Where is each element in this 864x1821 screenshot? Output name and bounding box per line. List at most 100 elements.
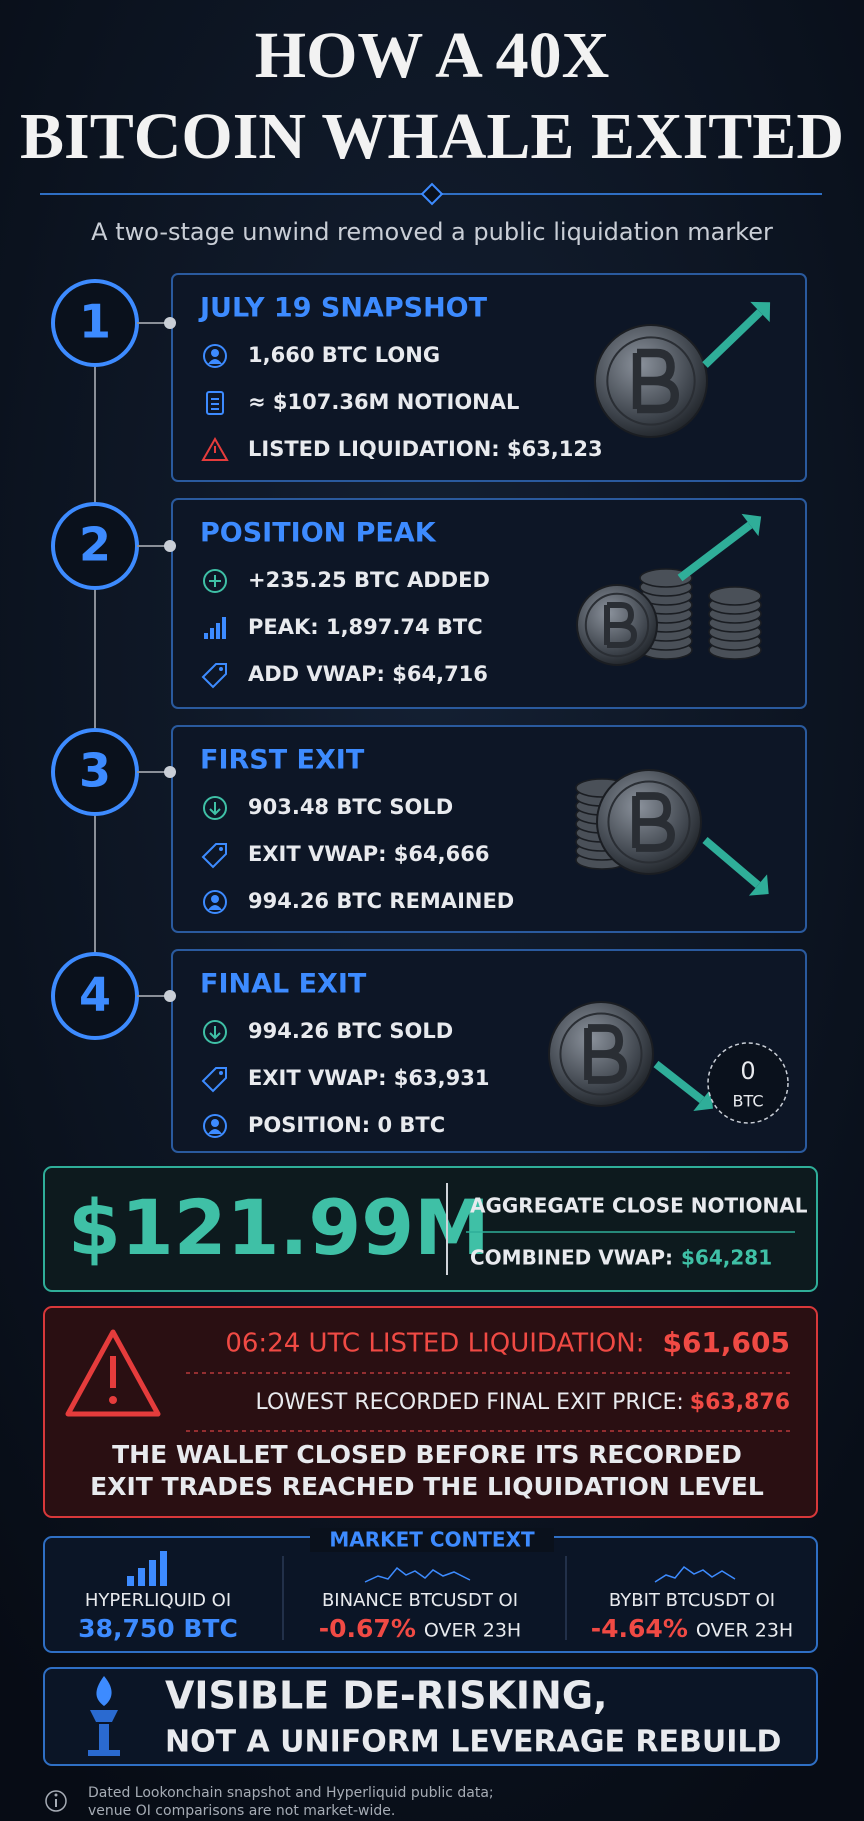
- step-number: 3: [79, 744, 111, 798]
- market-title-bg: [310, 1528, 554, 1552]
- market-suffix: OVER 23H: [424, 1620, 521, 1642]
- coin: [607, 780, 691, 864]
- coin-symbol: [604, 602, 638, 648]
- warning-icon: [109, 1396, 117, 1404]
- step-item: 994.26 BTC SOLD: [248, 1019, 453, 1043]
- summary-box: [43, 1166, 818, 1292]
- step-item: ≈ $107.36M NOTIONAL: [248, 390, 519, 414]
- market-value: -0.67%: [319, 1614, 416, 1643]
- summary-amount: $121.99M: [68, 1183, 490, 1272]
- step-number: 4: [79, 968, 111, 1022]
- torch-icon: [88, 1676, 120, 1756]
- item-icon: [211, 1119, 219, 1127]
- item-icon: [201, 663, 227, 689]
- step-box: [171, 949, 807, 1153]
- step-title: JULY 19 SNAPSHOT: [198, 293, 488, 324]
- sparkline-icon: [654, 1565, 736, 1583]
- info-icon: [54, 1793, 58, 1797]
- item-icon: [203, 344, 227, 368]
- warning-note: EXIT TRADES REACHED THE LIQUIDATION LEVE…: [90, 1472, 764, 1501]
- step-title: FIRST EXIT: [200, 745, 365, 776]
- step-item: 1,660 BTC LONG: [248, 343, 440, 367]
- item-icon: [201, 1067, 227, 1093]
- item-icon: [206, 391, 224, 415]
- badge-value: 0: [740, 1057, 755, 1085]
- warning-value: $63,876: [690, 1390, 790, 1415]
- item-icon: [203, 1114, 227, 1138]
- sparkline-icon: [364, 1566, 471, 1583]
- connector-dot: [164, 540, 176, 552]
- coin-symbol: [632, 348, 680, 414]
- conclusion-box: [43, 1667, 818, 1766]
- arrow: [693, 1088, 714, 1112]
- step-item: 903.48 BTC SOLD: [248, 795, 453, 819]
- arrow: [702, 836, 761, 889]
- connector-dot: [164, 766, 176, 778]
- market-items: HYPERLIQUID OI 38,750 BTC BINANCE BTCUSDT …: [78, 1590, 793, 1643]
- warning-box: [43, 1306, 818, 1518]
- market-value: -4.64%: [591, 1614, 688, 1643]
- step-item: PEAK: 1,897.74 BTC: [248, 615, 483, 639]
- market-label: HYPERLIQUID OI: [85, 1590, 231, 1611]
- conclusion-line: VISIBLE DE-RISKING,: [165, 1674, 607, 1718]
- item-icon: [203, 1020, 227, 1044]
- footer-note: venue OI comparisons are not market-wide…: [88, 1803, 395, 1819]
- warning-value: $61,605: [662, 1326, 790, 1359]
- footer-note: Dated Lookonchain snapshot and Hyperliqu…: [88, 1785, 494, 1801]
- step-title: POSITION PEAK: [200, 518, 437, 549]
- info-icon: [45, 1790, 67, 1812]
- item-icon: [203, 796, 227, 820]
- item-icon: [219, 847, 223, 851]
- arrow: [653, 1060, 705, 1104]
- coin: [606, 336, 696, 426]
- item-icon: [222, 617, 226, 639]
- connector-dot: [164, 990, 176, 1002]
- arrow: [741, 513, 762, 537]
- market-suffix: OVER 23H: [696, 1620, 793, 1642]
- item-icon: [219, 1071, 223, 1075]
- summary-vwap-label: COMBINED VWAP:: [470, 1246, 673, 1270]
- warning-icon: [65, 1329, 161, 1417]
- coin-symbol: [632, 792, 676, 852]
- item-icon: [208, 359, 222, 364]
- bar-icon: [127, 1551, 167, 1586]
- item-icon: [209, 575, 221, 587]
- coin: [584, 592, 650, 658]
- connector-dot: [164, 317, 176, 329]
- arrow: [702, 309, 763, 368]
- subtitle: A two-stage unwind removed a public liqu…: [91, 218, 773, 246]
- item-icon: [210, 628, 214, 639]
- warning-icon: [110, 1356, 116, 1388]
- summary-vwap-value: $64,281: [681, 1246, 772, 1270]
- market-title: MARKET CONTEXT: [329, 1528, 535, 1552]
- summary-label: AGGREGATE CLOSE NOTIONAL: [470, 1194, 808, 1218]
- warning-label: LOWEST RECORDED FINAL EXIT PRICE:: [256, 1390, 684, 1415]
- step-item: LISTED LIQUIDATION: $63,123: [248, 437, 603, 461]
- item-icon: [201, 843, 227, 869]
- conclusion-line: NOT A UNIFORM LEVERAGE REBUILD: [165, 1725, 781, 1760]
- step-item: EXIT VWAP: $63,931: [248, 1066, 489, 1090]
- step-number: 1: [79, 295, 111, 349]
- coin: [559, 1012, 643, 1096]
- market-label: BINANCE BTCUSDT OI: [322, 1590, 518, 1611]
- coin-symbol: [584, 1024, 628, 1084]
- divider-diamond: [420, 182, 444, 206]
- item-icon: [203, 569, 227, 593]
- step-item: POSITION: 0 BTC: [248, 1113, 445, 1137]
- step-item: +235.25 BTC ADDED: [248, 568, 490, 592]
- item-icon: [204, 633, 208, 639]
- item-icon: [208, 1129, 222, 1134]
- arrow: [677, 521, 753, 582]
- step-number: 2: [79, 518, 111, 572]
- badge: [707, 1042, 789, 1124]
- arrow: [750, 301, 771, 323]
- item-icon: [208, 905, 222, 910]
- item-icon: [219, 667, 223, 671]
- market-label: BYBIT BTCUSDT OI: [609, 1590, 775, 1611]
- coin-stack: [708, 586, 762, 606]
- step-title: FINAL EXIT: [200, 969, 367, 1000]
- item-icon: [209, 802, 221, 816]
- arrow: [748, 874, 769, 896]
- steps: 1 JULY 19 SNAPSHOT 1,660 BTC LONG ≈ $107.36…: [51, 273, 807, 1153]
